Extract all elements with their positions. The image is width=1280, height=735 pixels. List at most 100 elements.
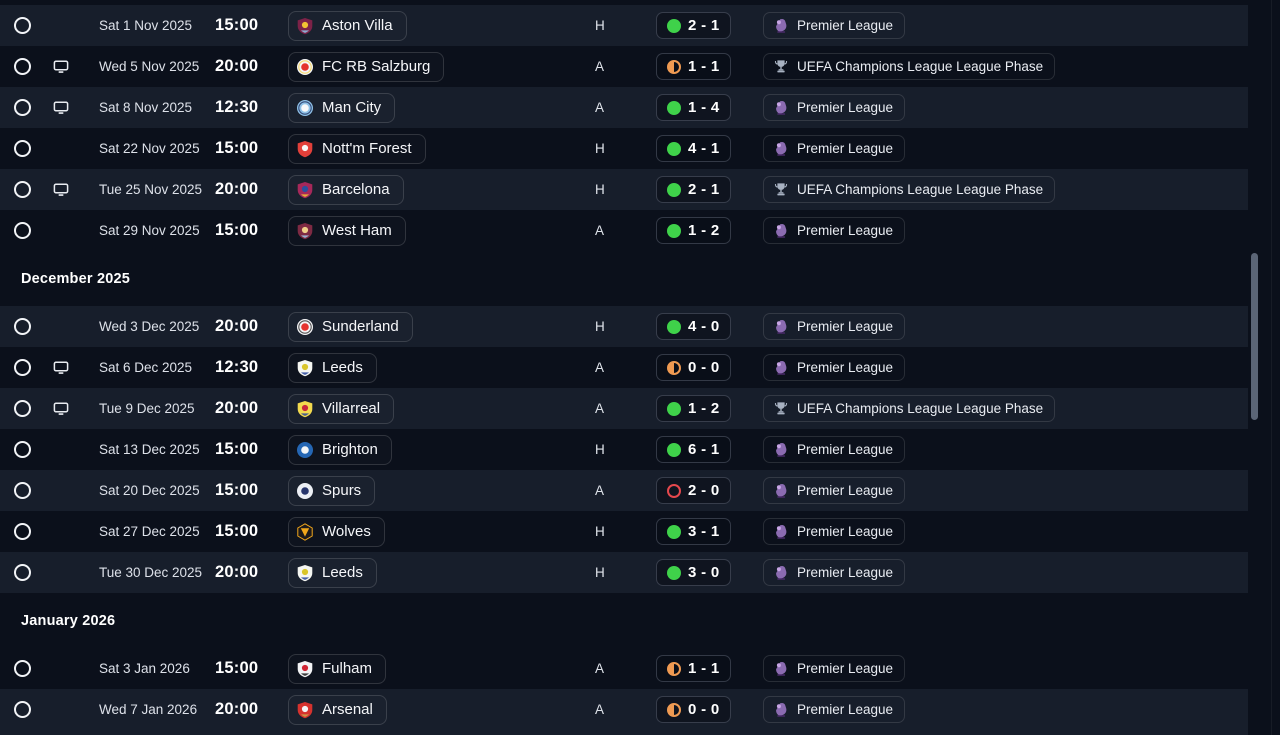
fixture-time: 12:30	[215, 358, 259, 376]
fixture-select-radio[interactable]	[14, 181, 31, 198]
opponent-name: Wolves	[322, 523, 371, 540]
fixture-select-radio[interactable]	[14, 482, 31, 499]
competition-chip[interactable]: Premier League	[763, 559, 906, 586]
competition-chip[interactable]: UEFA Champions League League Phase	[763, 176, 1056, 203]
competition-chip[interactable]: Premier League	[763, 217, 906, 244]
opponent-chip[interactable]: Barcelona	[288, 174, 404, 205]
result-chip[interactable]: 4 - 0	[656, 313, 731, 340]
fixture-select-radio[interactable]	[14, 99, 31, 116]
result-status-icon	[667, 59, 681, 74]
result-chip[interactable]: 3 - 1	[656, 518, 731, 545]
result-status-icon	[667, 182, 681, 197]
competition-name: Premier League	[797, 319, 894, 334]
competition-chip[interactable]: Premier League	[763, 655, 906, 682]
result-chip[interactable]: 3 - 0	[656, 559, 731, 586]
opponent-chip[interactable]: Man City	[288, 92, 396, 123]
venue-indicator: H	[595, 141, 605, 156]
competition-chip[interactable]: Premier League	[763, 436, 906, 463]
premier-league-icon	[773, 565, 789, 581]
result-chip[interactable]: 1 - 2	[656, 395, 731, 422]
result-cell: 4 - 1	[656, 135, 763, 162]
opponent-chip[interactable]: Fulham	[288, 653, 387, 684]
fixture-row[interactable]: Tue 30 Dec 2025 20:00 Leeds H 3 - 0 P	[0, 552, 1248, 593]
competition-chip[interactable]: Premier League	[763, 354, 906, 381]
competition-chip[interactable]: Premier League	[763, 94, 906, 121]
fixture-select-radio[interactable]	[14, 400, 31, 417]
fixture-select-radio[interactable]	[14, 140, 31, 157]
result-chip[interactable]: 2 - 1	[656, 12, 731, 39]
result-chip[interactable]: 1 - 2	[656, 217, 731, 244]
opponent-chip[interactable]: Aston Villa	[288, 10, 407, 41]
fixture-row[interactable]: Sat 13 Dec 2025 15:00 Brighton H 6 - 1 P…	[0, 429, 1248, 470]
result-chip[interactable]: 6 - 1	[656, 436, 731, 463]
competition-name: Premier League	[797, 661, 894, 676]
premier-league-icon	[773, 442, 789, 458]
venue-indicator: A	[595, 661, 605, 676]
competition-chip[interactable]: Premier League	[763, 518, 906, 545]
venue-indicator: H	[595, 524, 605, 539]
opponent-chip[interactable]: Villarreal	[288, 393, 395, 424]
fixture-select-radio[interactable]	[14, 660, 31, 677]
opponent-chip[interactable]: Wolves	[288, 516, 385, 547]
fixture-row[interactable]: Wed 3 Dec 2025 20:00 Sunderland H 4 - 0 …	[0, 306, 1248, 347]
fixture-select-cell	[0, 523, 46, 540]
result-chip[interactable]: 1 - 4	[656, 94, 731, 121]
fixture-row[interactable]: Sat 29 Nov 2025 15:00 West Ham A 1 - 2	[0, 210, 1248, 251]
fixture-row[interactable]: Wed 5 Nov 2025 20:00 FC RB Salzburg A 1 …	[0, 46, 1248, 87]
team-badge-icon	[296, 58, 314, 76]
fixture-select-cell	[0, 400, 46, 417]
result-chip[interactable]: 2 - 0	[656, 477, 731, 504]
opponent-chip[interactable]: Brighton	[288, 434, 392, 465]
fixture-row[interactable]: Wed 7 Jan 2026 20:00 Arsenal A 0 - 0	[0, 689, 1248, 730]
fixture-select-radio[interactable]	[14, 359, 31, 376]
result-chip[interactable]: 2 - 1	[656, 176, 731, 203]
competition-chip[interactable]: Premier League	[763, 696, 906, 723]
result-chip[interactable]: 1 - 1	[656, 53, 731, 80]
competition-chip[interactable]: Premier League	[763, 12, 906, 39]
result-chip[interactable]: 0 - 0	[656, 354, 731, 381]
competition-cell: UEFA Champions League League Phase	[763, 53, 1248, 80]
competition-name: UEFA Champions League League Phase	[797, 182, 1044, 197]
result-chip[interactable]: 1 - 1	[656, 655, 731, 682]
fixture-select-radio[interactable]	[14, 564, 31, 581]
fixture-select-radio[interactable]	[14, 58, 31, 75]
opponent-chip[interactable]: West Ham	[288, 215, 406, 246]
fixture-row[interactable]: Sat 1 Nov 2025 15:00 Aston Villa H 2 - 1	[0, 5, 1248, 46]
fixture-select-radio[interactable]	[14, 318, 31, 335]
score-text: 4 - 0	[688, 318, 720, 335]
vertical-scrollbar-thumb[interactable]	[1251, 253, 1258, 420]
fixture-row[interactable]: Tue 9 Dec 2025 20:00 Villarreal A 1 - 2	[0, 388, 1248, 429]
fixture-select-radio[interactable]	[14, 441, 31, 458]
competition-chip[interactable]: Premier League	[763, 477, 906, 504]
result-cell: 2 - 1	[656, 176, 763, 203]
fixture-row[interactable]: Sat 8 Nov 2025 12:30 Man City A 1 - 4 Pr…	[0, 87, 1248, 128]
competition-chip[interactable]: Premier League	[763, 135, 906, 162]
opponent-chip[interactable]: Nott'm Forest	[288, 133, 426, 164]
fixture-select-radio[interactable]	[14, 701, 31, 718]
fixture-row[interactable]: Tue 25 Nov 2025 20:00 Barcelona H 2 - 1	[0, 169, 1248, 210]
fixture-row[interactable]: Sat 6 Dec 2025 12:30 Leeds A 0 - 0 Pr	[0, 347, 1248, 388]
fixture-row[interactable]: Sat 27 Dec 2025 15:00 Wolves H 3 - 1 Pre…	[0, 511, 1248, 552]
opponent-chip[interactable]: Leeds	[288, 352, 377, 383]
opponent-chip[interactable]: Sunderland	[288, 311, 413, 342]
result-chip[interactable]: 4 - 1	[656, 135, 731, 162]
opponent-chip[interactable]: Spurs	[288, 475, 376, 506]
fixture-select-radio[interactable]	[14, 523, 31, 540]
result-chip[interactable]: 0 - 0	[656, 696, 731, 723]
fixture-select-radio[interactable]	[14, 17, 31, 34]
premier-league-icon	[773, 360, 789, 376]
opponent-chip[interactable]: Leeds	[288, 557, 377, 588]
fixture-time: 20:00	[215, 317, 259, 335]
score-text: 2 - 1	[688, 17, 720, 34]
result-status-icon	[667, 442, 681, 457]
opponent-chip[interactable]: Arsenal	[288, 694, 387, 725]
competition-chip[interactable]: UEFA Champions League League Phase	[763, 395, 1056, 422]
competition-chip[interactable]: Premier League	[763, 313, 906, 340]
fixture-row[interactable]: Sat 22 Nov 2025 15:00 Nott'm Forest H 4 …	[0, 128, 1248, 169]
competition-chip[interactable]: UEFA Champions League League Phase	[763, 53, 1056, 80]
fixture-row[interactable]: Sat 3 Jan 2026 15:00 Fulham A 1 - 1 P	[0, 648, 1248, 689]
fixture-select-radio[interactable]	[14, 222, 31, 239]
result-cell: 3 - 1	[656, 518, 763, 545]
fixture-row[interactable]: Sat 20 Dec 2025 15:00 Spurs A 2 - 0 Prem…	[0, 470, 1248, 511]
opponent-chip[interactable]: FC RB Salzburg	[288, 51, 445, 82]
